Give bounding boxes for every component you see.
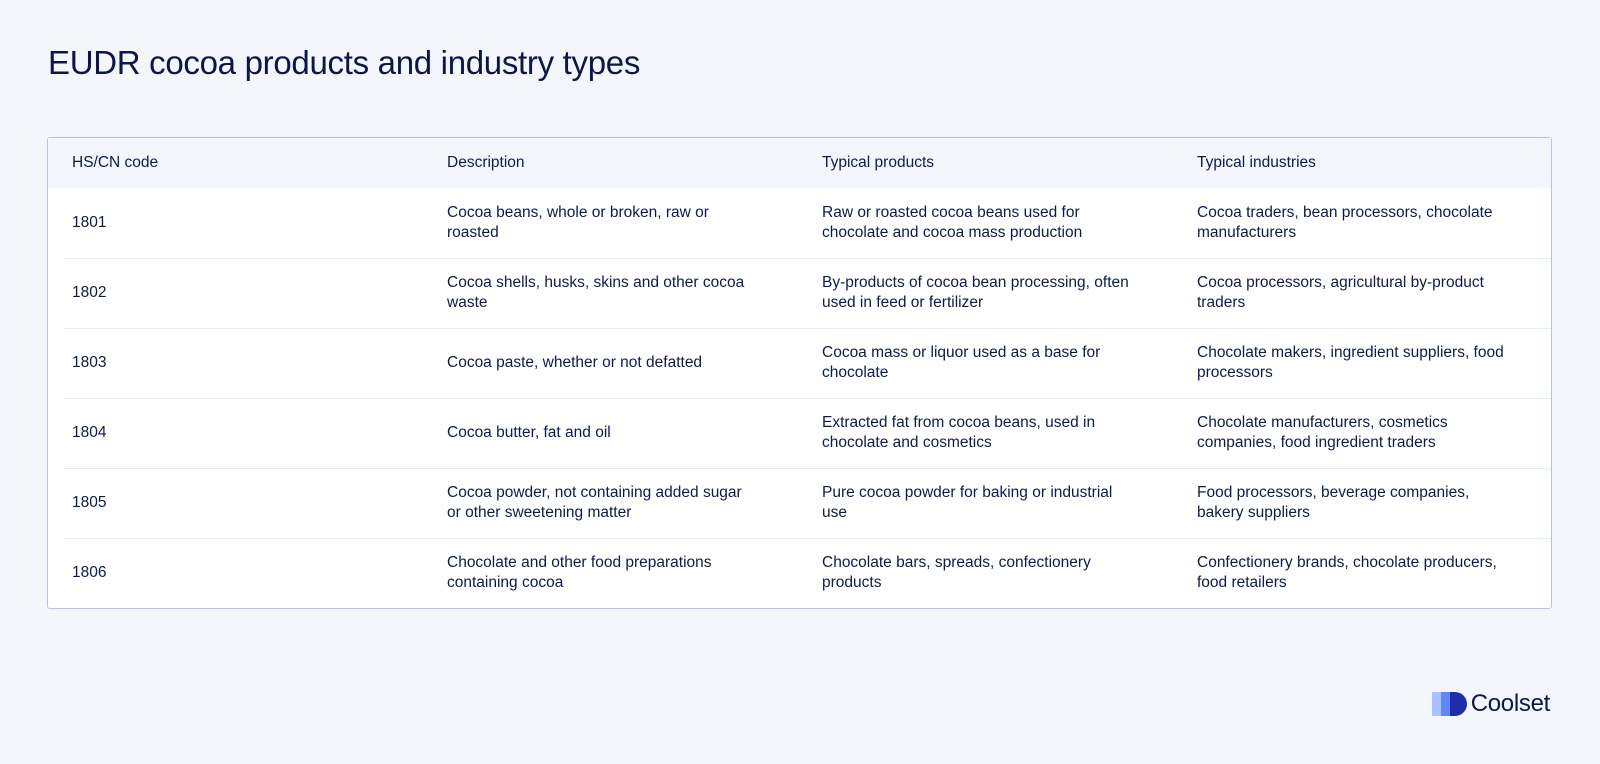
- brand-logo: Coolset: [1431, 690, 1551, 718]
- cell-typical-industries: Cocoa processors, agricultural by-produc…: [1173, 257, 1551, 328]
- cell-typical-industries: Confectionery brands, chocolate producer…: [1173, 537, 1551, 608]
- cell-description: Cocoa beans, whole or broken, raw or roa…: [447, 203, 709, 241]
- cell-typical-products: Cocoa mass or liquor used as a base for …: [798, 327, 1173, 398]
- page-title: EUDR cocoa products and industry types: [48, 44, 641, 81]
- cell-typical-products: Chocolate bars, spreads, confectionery p…: [798, 537, 1173, 608]
- table-row: 1803 Cocoa paste, whether or not defatte…: [48, 327, 1551, 398]
- table-row: 1804 Cocoa butter, fat and oil Extracted…: [48, 397, 1551, 468]
- header-description: Description: [447, 154, 525, 171]
- cell-typical-industries: Chocolate makers, ingredient suppliers, …: [1173, 327, 1551, 398]
- cell-code: 1801: [72, 214, 107, 231]
- cell-typical-industries: Cocoa traders, bean processors, chocolat…: [1197, 203, 1493, 241]
- cell-typical-products: Pure cocoa powder for baking or industri…: [798, 467, 1173, 538]
- brand-name: Coolset: [1470, 690, 1551, 717]
- cell-code: 1806: [48, 538, 423, 608]
- cell-description: Cocoa butter, fat and oil: [423, 397, 798, 468]
- header-typical-products: Typical products: [822, 154, 934, 171]
- cell-typical-products: Extracted fat from cocoa beans, used in …: [798, 397, 1173, 468]
- table-row: 1806 Chocolate and other food preparatio…: [48, 537, 1551, 608]
- table-row: 1805 Cocoa powder, not containing added …: [48, 467, 1551, 538]
- cell-typical-industries: Food processors, beverage companies, bak…: [1173, 467, 1551, 538]
- cell-typical-products: Raw or roasted cocoa beans used for choc…: [822, 203, 1083, 241]
- cell-code: 1802: [48, 258, 423, 328]
- cell-description: Chocolate and other food preparations co…: [423, 537, 798, 608]
- product-table: HS/CN code Description Typical products …: [47, 137, 1552, 609]
- cell-code: 1805: [48, 468, 423, 538]
- coolset-logo-icon: [1431, 692, 1467, 716]
- cell-code: 1804: [48, 398, 423, 468]
- cell-typical-industries: Chocolate manufacturers, cosmetics compa…: [1173, 397, 1551, 468]
- table-row: 1802 Cocoa shells, husks, skins and othe…: [48, 257, 1551, 328]
- table-header-row: HS/CN code Description Typical products …: [48, 138, 1551, 188]
- cell-description: Cocoa shells, husks, skins and other coc…: [423, 257, 798, 328]
- cell-code: 1803: [48, 328, 423, 398]
- header-typical-industries: Typical industries: [1197, 154, 1316, 171]
- header-hs-cn-code: HS/CN code: [72, 154, 159, 171]
- cell-description: Cocoa powder, not containing added sugar…: [423, 467, 798, 538]
- cell-typical-products: By-products of cocoa bean processing, of…: [798, 257, 1173, 328]
- table-row: 1801 Cocoa beans, whole or broken, raw o…: [48, 188, 1551, 258]
- cell-description: Cocoa paste, whether or not defatted: [423, 327, 798, 398]
